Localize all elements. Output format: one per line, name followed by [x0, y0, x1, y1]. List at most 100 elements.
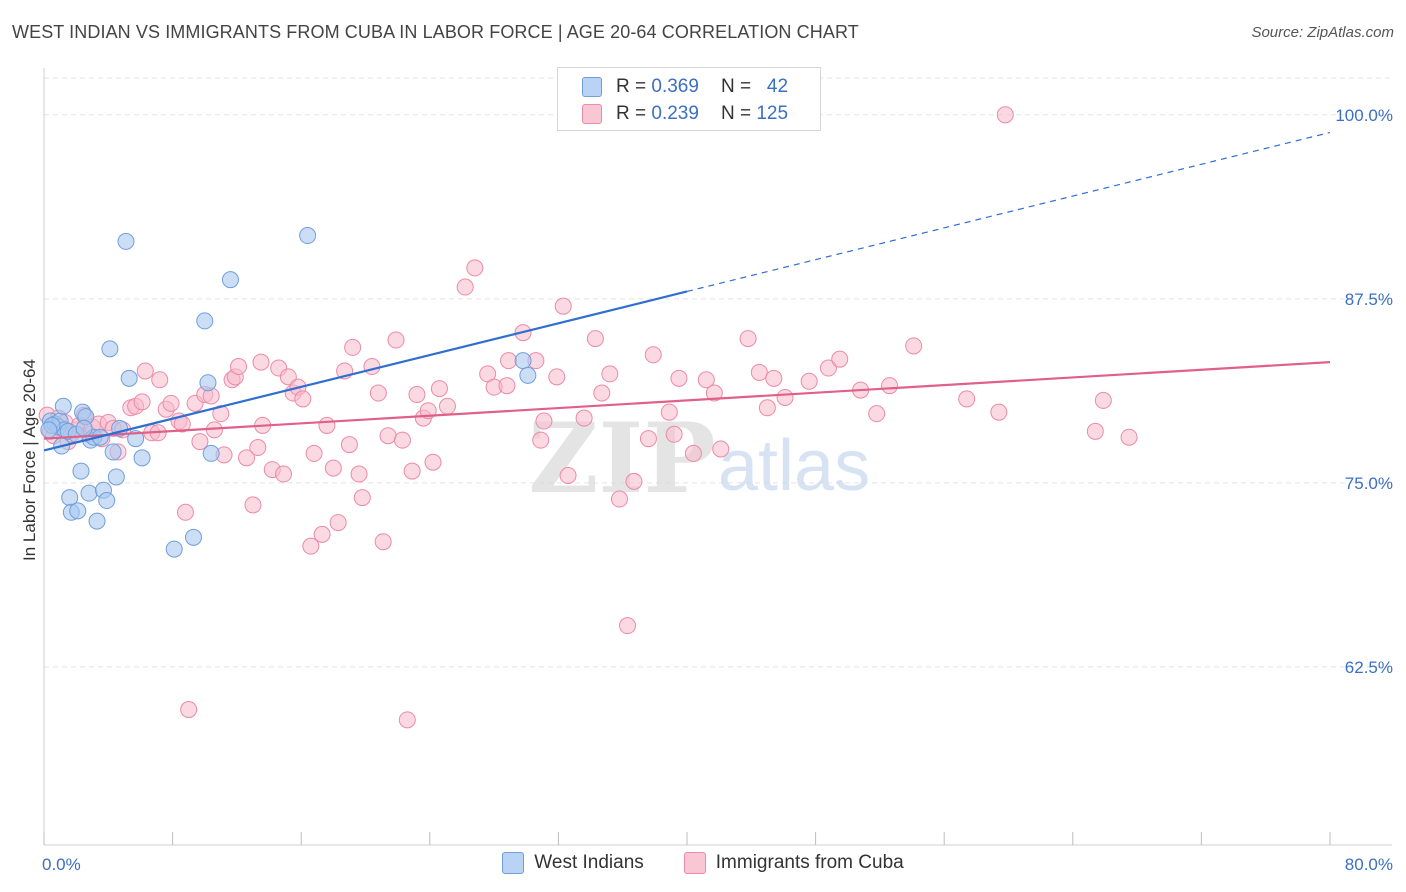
west-indian-point — [104, 443, 122, 461]
cuba-point — [424, 453, 442, 471]
west-indian-point — [107, 468, 125, 486]
cuba-point — [619, 617, 637, 635]
cuba-point — [305, 444, 323, 462]
legend-series: West Indians Immigrants from Cuba — [0, 852, 1406, 874]
cuba-point — [252, 353, 270, 371]
cuba-point — [313, 525, 331, 543]
r-label: R = — [616, 103, 647, 124]
west-indian-point — [98, 492, 116, 510]
west-indians-legend-swatch — [502, 852, 525, 874]
cuba-point — [990, 403, 1008, 421]
cuba-point — [586, 330, 604, 348]
cuba-point — [548, 368, 566, 386]
y-tick-label: 75.0% — [1345, 474, 1393, 493]
cuba-point — [532, 431, 550, 449]
cuba-point — [610, 490, 628, 508]
watermark-atlas: atlas — [718, 426, 870, 506]
n-label: N = — [720, 103, 752, 124]
cuba-point — [387, 331, 405, 349]
x-tick-label: 0.0% — [42, 855, 81, 874]
west-indian-point — [221, 271, 239, 289]
west-indian-trend-line — [43, 290, 688, 452]
cuba-point — [430, 380, 448, 398]
west-indian-point — [202, 444, 220, 462]
west-indian-point — [72, 462, 90, 480]
cuba-point — [758, 399, 776, 417]
cuba-point — [684, 444, 702, 462]
cuba-point — [765, 369, 783, 387]
cuba-point — [176, 503, 194, 521]
cuba-point — [800, 372, 818, 390]
x-tick-label: 80.0% — [1345, 855, 1393, 874]
cuba-point — [374, 533, 392, 551]
west-indian-point — [199, 374, 217, 392]
west-indian-point — [80, 484, 98, 502]
cuba-point — [575, 409, 593, 427]
cuba-point — [403, 462, 421, 480]
cuba-point — [1094, 391, 1112, 409]
west-indian-point — [88, 512, 106, 530]
cuba-point — [625, 472, 643, 490]
west-indian-point — [165, 540, 183, 558]
cuba-point — [408, 386, 426, 404]
axis-layer — [43, 68, 1392, 846]
trend-lines — [43, 131, 1331, 452]
tick-labels: 100.0% 87.5% 75.0% 62.5% 0.0% 80.0% — [42, 106, 1393, 874]
legend-stats-row-cuba: R = 0.239 N = 125 — [582, 101, 788, 127]
west-indian-point — [299, 227, 317, 245]
r-value: 0.369 — [651, 76, 699, 97]
west-indian-points — [40, 227, 537, 558]
cuba-point — [881, 377, 899, 395]
cuba-points — [38, 106, 1138, 729]
cuba-point — [705, 384, 723, 402]
cuba-point — [238, 449, 256, 467]
west-indian-point — [184, 528, 202, 546]
cuba-point — [868, 405, 886, 423]
west-indian-point — [519, 366, 537, 384]
cuba-point — [363, 358, 381, 376]
n-label: N = — [720, 76, 752, 97]
legend-item-west-indians: West Indians — [502, 852, 644, 874]
cuba-point — [466, 259, 484, 277]
west-indian-point — [117, 232, 135, 250]
cuba-point — [1120, 428, 1138, 446]
cuba-point — [554, 297, 572, 315]
r-value: 0.239 — [651, 103, 699, 124]
cuba-point — [393, 431, 411, 449]
r-label: R = — [616, 76, 647, 97]
cuba-point — [559, 466, 577, 484]
cuba-point — [739, 330, 757, 348]
cuba-point — [670, 369, 688, 387]
west-indian-point — [196, 312, 214, 330]
west-indian-point — [514, 352, 532, 370]
cuba-point — [500, 352, 518, 370]
y-tick-label: 100.0% — [1335, 106, 1393, 125]
cuba-point — [776, 388, 794, 406]
west-indian-point — [133, 449, 151, 467]
west-indians-swatch — [582, 77, 602, 97]
cuba-point — [151, 371, 169, 389]
cuba-point — [665, 425, 683, 443]
cuba-point — [456, 278, 474, 296]
grid-layer — [44, 77, 1392, 668]
cuba-point — [230, 358, 248, 376]
west-indian-point — [120, 369, 138, 387]
n-value: 125 — [756, 103, 789, 124]
cuba-point — [249, 439, 267, 457]
cuba-point — [275, 465, 293, 483]
cuba-point — [996, 106, 1014, 124]
cuba-point — [819, 359, 837, 377]
cuba-point — [750, 363, 768, 381]
y-tick-label: 87.5% — [1345, 290, 1393, 309]
cuba-point — [660, 403, 678, 421]
cuba-point — [831, 350, 849, 368]
cuba-point — [905, 337, 923, 355]
cuba-point — [324, 459, 342, 477]
cuba-point — [644, 346, 662, 364]
cuba-point — [593, 384, 611, 402]
west-indian-point — [101, 340, 119, 358]
cuba-point — [244, 496, 262, 514]
west-indian-point — [54, 397, 72, 415]
cuba-point — [438, 397, 456, 415]
